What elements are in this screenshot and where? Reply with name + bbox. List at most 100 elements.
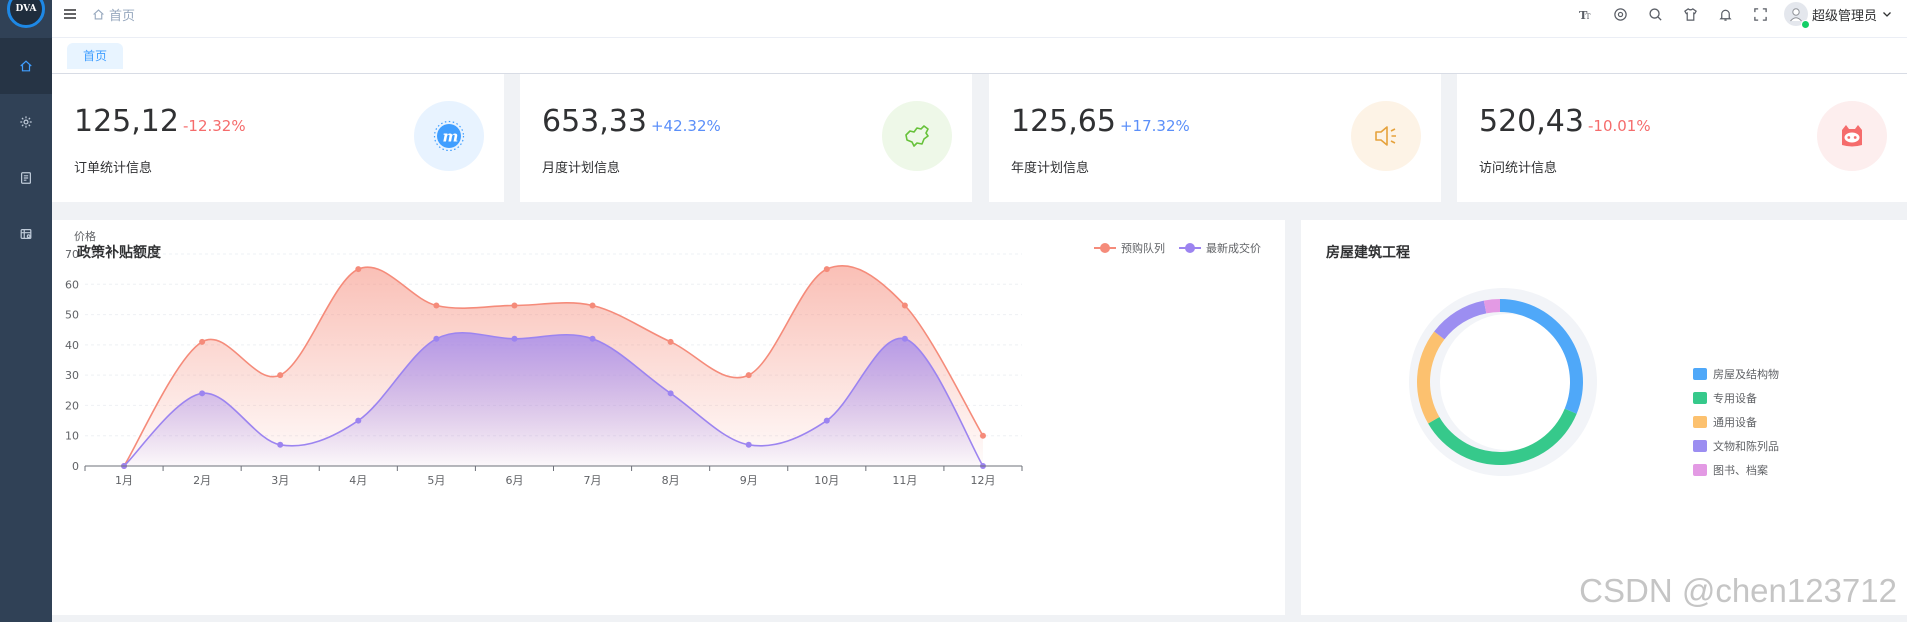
watermark: CSDN @chen123712 [1579, 572, 1897, 609]
logo[interactable]: DVA [7, 0, 45, 28]
tags-view: 首页 [52, 38, 1907, 74]
sidebar-item-settings[interactable] [0, 94, 52, 150]
series-line-2 [123, 331, 984, 467]
legend-label: 图书、档案 [1713, 464, 1768, 477]
search-icon [1649, 7, 1662, 21]
pie-legend-item[interactable]: 房屋及结构物 [1693, 362, 1779, 386]
skin-button[interactable] [1673, 0, 1708, 28]
legend-swatch [1693, 464, 1707, 476]
pie-legend-item[interactable]: 通用设备 [1693, 410, 1779, 434]
breadcrumb-item[interactable]: 首页 [109, 9, 136, 24]
data-point [745, 441, 752, 448]
data-point [199, 338, 206, 345]
speaker-icon [1375, 126, 1396, 146]
stat-value: 653,33 +42.32% [542, 104, 721, 139]
pie-legend-item[interactable]: 专用设备 [1693, 386, 1779, 410]
stat-icon-wrap [1817, 101, 1887, 171]
legend-item-1[interactable]: 预购队列 [1094, 240, 1165, 256]
x-tick-label: 10月 [814, 474, 839, 487]
bell-icon [1719, 9, 1732, 21]
sidebar-item-system[interactable] [0, 206, 52, 262]
data-point [589, 302, 596, 309]
data-point [355, 266, 362, 273]
data-point [823, 417, 830, 424]
y-tick-label: 0 [72, 460, 79, 473]
panel-title: 政策补贴额度 [77, 245, 161, 261]
avatar[interactable] [1783, 2, 1810, 29]
logo-area: DVA [0, 0, 52, 30]
series-line-1 [123, 265, 984, 467]
sidebar-item-home[interactable] [0, 38, 52, 94]
stat-label: 访问统计信息 [1479, 161, 1558, 176]
data-point [667, 390, 674, 397]
legend-swatch [1693, 392, 1707, 404]
stat-card-visits[interactable]: 520,43 -10.01% 访问统计信息 [1457, 74, 1907, 202]
y-tick-label: 10 [65, 430, 79, 443]
data-point [277, 441, 284, 448]
panel-title: 房屋建筑工程 [1326, 245, 1410, 261]
legend-label: 房屋及结构物 [1713, 368, 1779, 381]
x-tick-label: 9月 [740, 474, 758, 487]
stat-card-monthly[interactable]: 653,33 +42.32% 月度计划信息 [520, 74, 972, 202]
x-tick-label: 11月 [892, 474, 917, 487]
stat-card-yearly[interactable]: 125,65 +17.32% 年度计划信息 [989, 74, 1441, 202]
x-tick-label: 6月 [505, 474, 523, 487]
sidebar-item-document[interactable] [0, 150, 52, 206]
x-tick-label: 7月 [584, 474, 602, 487]
legend-swatch [1693, 440, 1707, 452]
donut-slice [1417, 331, 1445, 424]
legend-marker [1094, 243, 1116, 253]
data-point [433, 335, 440, 342]
data-point [199, 390, 206, 397]
donut-slice [1500, 299, 1583, 414]
legend-label: 文物和陈列品 [1713, 440, 1779, 453]
github-cat-icon [1842, 125, 1862, 147]
pie-legend-item[interactable]: 文物和陈列品 [1693, 434, 1779, 458]
svg-text:T: T [1579, 8, 1588, 22]
shirt-icon [1684, 7, 1697, 21]
search-button[interactable] [1638, 0, 1673, 28]
stat-number: 653,33 [542, 104, 647, 139]
fullscreen-button[interactable] [1743, 0, 1778, 28]
line-chart-panel: 政策补贴额度 预购队列 最新成交价 价格 0 10 20 30 40 50 60 70 1月 2月 3… [52, 220, 1285, 615]
x-tick-label: 1月 [115, 474, 133, 487]
data-point [433, 302, 440, 309]
stat-change: -12.32% [182, 117, 246, 135]
stat-value: 125,12 -12.32% [74, 104, 246, 139]
x-tick-label: 5月 [427, 474, 445, 487]
pie-legend-item[interactable]: 图书、档案 [1693, 458, 1779, 482]
user-name: 超级管理员 [1811, 8, 1877, 24]
x-tick-label: 3月 [271, 474, 289, 487]
user-avatar-icon [1790, 8, 1802, 22]
data-point [979, 432, 986, 439]
stat-number: 125,12 [74, 104, 179, 139]
stat-card-orders[interactable]: 125,12 -12.32% 订单统计信息 m [52, 74, 504, 202]
user-dropdown[interactable]: 超级管理员 [1783, 2, 1893, 29]
legend-item-2[interactable]: 最新成交价 [1179, 240, 1261, 256]
data-point [745, 372, 752, 379]
svg-text:T: T [1585, 12, 1590, 21]
data-point [277, 372, 284, 379]
gear-icon [20, 116, 32, 128]
chevron-down-icon [1883, 12, 1891, 17]
data-point [823, 266, 830, 273]
stat-change: -10.01% [1587, 117, 1651, 135]
online-status-dot [1800, 20, 1810, 29]
home-icon [20, 60, 32, 72]
legend-swatch [1693, 368, 1707, 380]
donut-slice [1483, 299, 1500, 314]
theme-button[interactable] [1603, 0, 1638, 28]
chart-legend: 预购队列 最新成交价 [1094, 240, 1261, 256]
tag-home[interactable]: 首页 [67, 43, 124, 69]
notification-button[interactable] [1708, 0, 1743, 28]
breadcrumb: 首页 [92, 5, 135, 24]
stat-icon-wrap [882, 101, 952, 171]
legend-label: 最新成交价 [1206, 242, 1261, 255]
m-badge-icon: m [433, 120, 465, 152]
x-tick-label: 2月 [193, 474, 211, 487]
y-tick-label: 70 [65, 248, 79, 261]
stat-value: 125,65 +17.32% [1011, 104, 1190, 139]
hamburger-icon[interactable] [62, 6, 78, 22]
